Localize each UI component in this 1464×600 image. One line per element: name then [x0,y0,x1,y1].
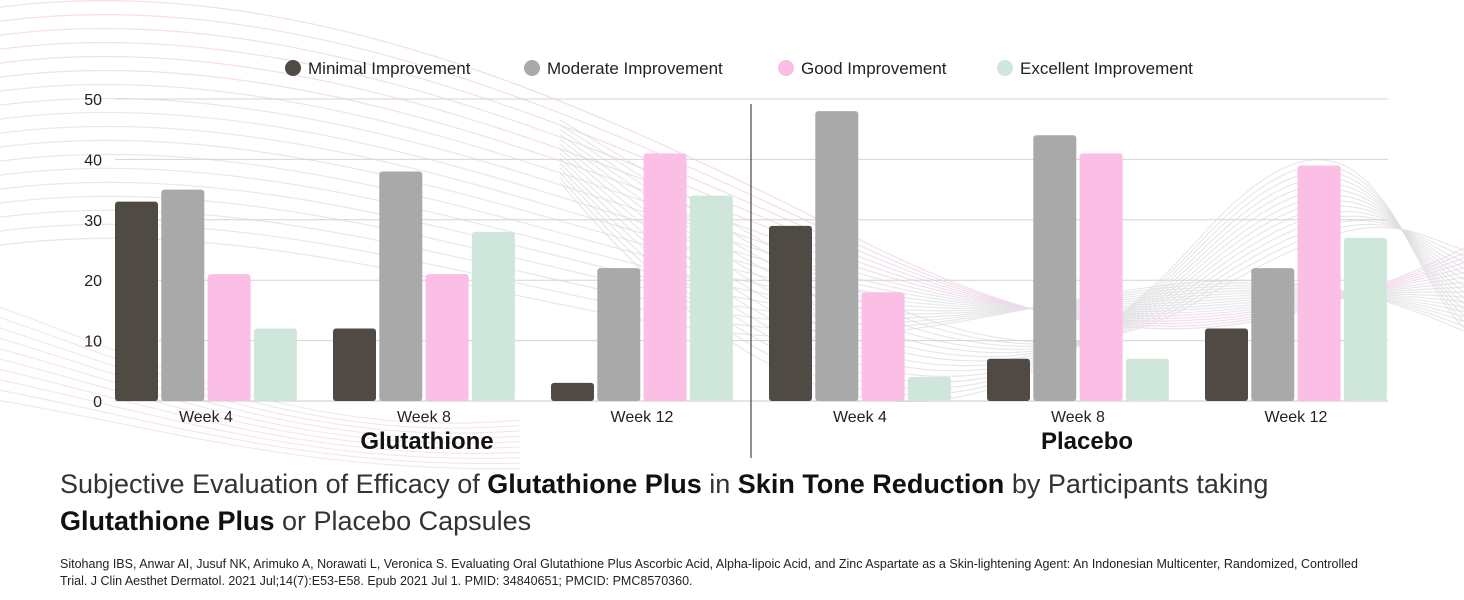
group-label: Placebo [1041,428,1133,455]
wave-line [0,358,521,449]
wave-line [559,153,1464,367]
legend-swatch [778,60,794,76]
bar-0-1-3 [471,231,515,401]
wave-line [0,368,521,454]
bar-1-1-3 [1125,358,1169,401]
wave-line [559,129,1464,347]
wave-line [559,124,1464,345]
bar-0-0-3 [253,328,297,401]
wave-line [559,148,1464,362]
legend-swatch [285,60,301,76]
y-tick-label: 10 [84,334,102,351]
wave-line [0,389,521,465]
wave-line [0,337,521,439]
bar-1-2-2 [1297,165,1341,401]
caption-part: Skin Tone Reduction [737,469,1005,499]
bars [115,111,1387,402]
bar-0-0-1 [161,189,205,401]
bar-0-2-0 [551,382,594,401]
caption-part: Glutathione Plus [60,506,275,536]
chart-caption: Subjective Evaluation of Efficacy of Glu… [60,466,1400,540]
y-tick-label: 30 [84,213,102,230]
bar-0-0-2 [207,274,251,401]
bar-0-0-0 [115,201,158,401]
y-tick-label: 0 [93,394,102,411]
wave-line [559,143,1464,358]
citation: Sitohang IBS, Anwar AI, Jusuf NK, Arimuk… [60,557,1358,588]
legend-swatch [524,60,540,76]
bar-1-2-0 [1205,328,1248,401]
legend-label: Minimal Improvement [308,59,471,78]
bar-0-1-2 [425,274,469,401]
x-tick-label: Week 8 [397,409,451,426]
y-tick-label: 50 [84,92,102,109]
caption-part: by Participants taking [1004,469,1269,499]
bar-0-2-2 [643,153,687,401]
legend: Minimal Improvement Moderate Improvement G… [285,59,1193,78]
bar-1-1-0 [987,358,1030,401]
bar-chart: Minimal Improvement Moderate Improvement G… [84,59,1388,458]
wave-line [559,119,1464,343]
y-tick-label: 20 [84,273,102,290]
wave-line [0,379,521,459]
legend-label: Excellent Improvement [1020,59,1193,78]
bar-1-1-2 [1079,153,1123,401]
bar-1-0-0 [769,225,812,401]
caption-part: or Placebo Capsules [274,506,532,536]
bar-0-2-3 [689,195,733,401]
x-tick-label: Week 12 [1265,409,1328,426]
bar-1-0-1 [815,111,859,401]
legend-swatch [997,60,1013,76]
caption-part: in [701,469,738,499]
group-label: Glutathione [360,428,493,455]
y-tick-label: 40 [84,152,102,169]
legend-label: Moderate Improvement [547,59,723,78]
wave-line [0,327,521,434]
wave-line [559,138,1464,354]
x-axis: Week 4 Week 8 Week 12 Glutathione Week 4 Week… [179,104,1328,458]
wave-line [559,162,1464,377]
y-axis: 0 10 20 30 40 50 [84,92,102,411]
bar-1-2-1 [1251,268,1295,401]
x-tick-label: Week 4 [833,409,887,426]
bar-1-0-2 [861,292,905,401]
bar-0-1-0 [333,328,376,401]
x-tick-label: Week 12 [611,409,674,426]
bar-0-1-1 [379,171,423,401]
bar-1-2-3 [1343,237,1387,401]
legend-label: Good Improvement [801,59,947,78]
caption-part: Glutathione Plus [487,469,702,499]
caption-part: Subjective Evaluation of Efficacy of [60,469,488,499]
wave-line [0,348,521,444]
x-tick-label: Week 4 [179,409,233,426]
bar-0-2-1 [597,268,641,401]
wave-line [559,133,1464,350]
bar-1-1-1 [1033,135,1077,402]
wave-line [0,399,521,470]
bar-1-0-3 [907,376,951,401]
x-tick-label: Week 8 [1051,409,1105,426]
